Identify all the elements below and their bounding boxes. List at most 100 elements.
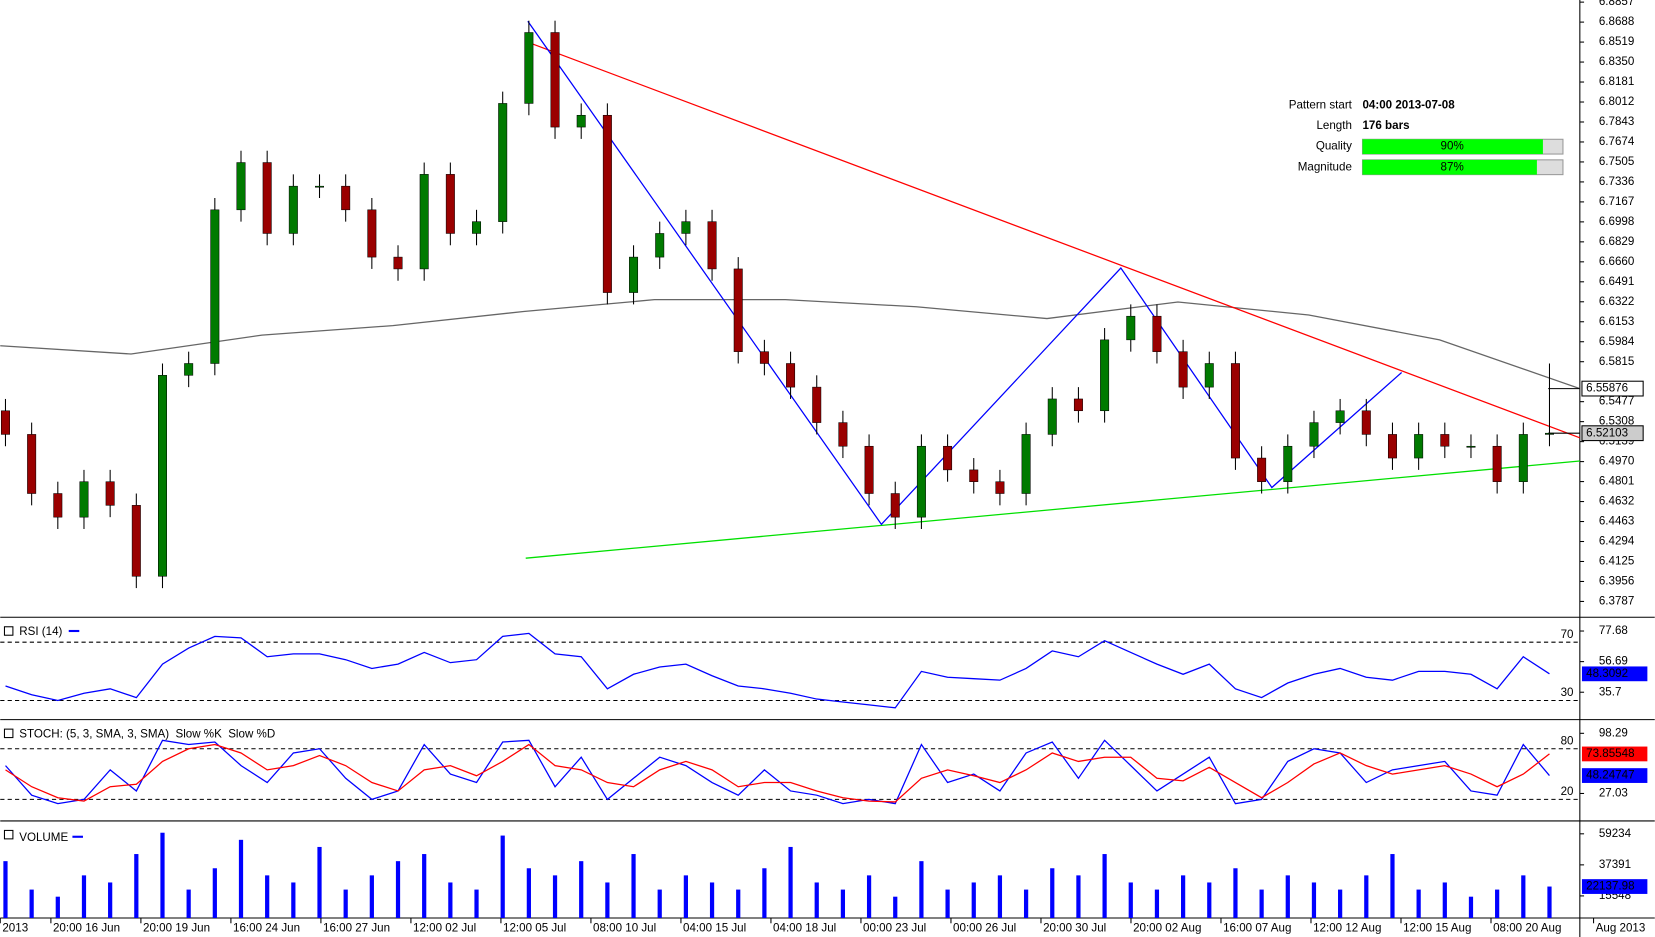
price-label: 6.55876 — [1586, 382, 1628, 395]
volume-bar — [265, 875, 270, 919]
y-tick-label: 6.6829 — [1599, 235, 1634, 248]
volume-bar — [1207, 882, 1212, 919]
volume-bar — [474, 889, 479, 919]
trend-line — [525, 460, 1580, 559]
volume-bar — [1102, 854, 1107, 919]
volume-bar — [212, 868, 217, 919]
candle-body — [629, 256, 639, 293]
value-label: 73.85548 — [1586, 747, 1634, 760]
candle-body — [733, 268, 743, 352]
candle-body — [1021, 434, 1031, 494]
candle-body — [576, 114, 586, 128]
panel-title: VOLUME — [19, 831, 68, 844]
volume-bar — [343, 889, 348, 919]
volume-bar — [81, 875, 87, 919]
volume-bar — [395, 861, 401, 919]
candle-body — [419, 174, 429, 270]
y-tick-label: 6.6660 — [1599, 255, 1634, 268]
y-tick-label: 6.7336 — [1599, 175, 1634, 188]
value-box — [1581, 746, 1648, 762]
value-box — [1581, 879, 1648, 894]
candle-body — [158, 375, 167, 577]
volume-bar — [631, 854, 636, 919]
x-tick-label: 08:00 20 Aug — [1493, 922, 1561, 935]
volume-bar — [840, 889, 846, 919]
y-tick-label: 59234 — [1599, 827, 1632, 840]
candle-body — [1230, 363, 1240, 459]
volume-bar — [108, 882, 113, 919]
candle-body — [1178, 351, 1188, 388]
legend-label: Slow %D — [228, 727, 275, 740]
y-tick-label: 27.03 — [1599, 787, 1628, 800]
candle-body — [1073, 398, 1083, 412]
candle-body — [445, 174, 455, 234]
candle-body — [1257, 457, 1267, 482]
x-tick-label: 00:00 26 Jul — [953, 922, 1016, 935]
x-tick-label: 16:00 24 Jun — [233, 922, 300, 935]
volume-bar — [1468, 896, 1474, 919]
info-label: Length — [1316, 119, 1351, 132]
candle-body — [786, 363, 796, 388]
volume-bar — [55, 896, 60, 919]
volume-bar — [1442, 882, 1447, 919]
y-tick-label: 6.8181 — [1599, 75, 1634, 88]
y-tick-label: 6.8688 — [1599, 15, 1634, 28]
volume-bar — [1311, 882, 1317, 919]
candle-body — [1440, 434, 1450, 447]
volume-bar — [1023, 889, 1029, 919]
info-label: Pattern start — [1289, 99, 1353, 112]
candle-body — [1492, 445, 1502, 482]
y-tick-label: 6.6322 — [1599, 295, 1634, 308]
y-tick-label: 6.4125 — [1599, 555, 1634, 568]
candle-body — [1283, 445, 1293, 482]
volume-bar — [866, 875, 872, 919]
volume-bar — [605, 882, 610, 919]
panel-icon — [3, 626, 14, 636]
indicator-line — [5, 739, 1550, 805]
volume-bar — [814, 882, 819, 919]
candle-body — [524, 32, 534, 104]
y-tick-label: 6.4970 — [1599, 455, 1634, 468]
candle-body — [1518, 434, 1528, 482]
candle-body — [236, 162, 246, 211]
volume-bar — [526, 868, 531, 919]
info-label: Magnitude — [1298, 160, 1352, 173]
volume-bar — [736, 889, 741, 919]
candle-body — [472, 221, 482, 234]
candle-body — [498, 103, 508, 222]
y-tick-label: 6.7167 — [1599, 195, 1634, 208]
moving-average — [0, 299, 1581, 390]
info-label: Quality — [1316, 140, 1352, 153]
candle-body — [681, 221, 691, 234]
value-box — [1581, 666, 1648, 682]
x-tick-label: Aug 2013 — [1596, 922, 1646, 935]
candle-body — [367, 209, 377, 258]
level-label: 70 — [1561, 628, 1574, 641]
candle-body — [131, 505, 141, 577]
candle-body — [1387, 434, 1397, 459]
volume-bar — [1154, 889, 1160, 919]
y-tick-label: 6.8012 — [1599, 95, 1634, 108]
volume-bar — [238, 839, 244, 919]
info-value: 90% — [1441, 140, 1464, 153]
candle-body — [995, 481, 1005, 494]
x-tick-label: 16:00 07 Aug — [1223, 922, 1291, 935]
value-label: 22137.98 — [1586, 880, 1634, 893]
y-tick-label: 37391 — [1599, 858, 1631, 871]
panel-icon — [3, 829, 14, 840]
info-bar — [1362, 159, 1537, 175]
y-tick-label: 6.6153 — [1599, 315, 1634, 328]
volume-bar — [1547, 886, 1552, 919]
volume-bar — [1259, 889, 1264, 919]
y-tick-label: 6.4463 — [1599, 515, 1634, 528]
trend-line — [527, 41, 1581, 439]
candle-body — [602, 114, 612, 293]
y-tick-label: 35.7 — [1599, 685, 1622, 698]
candle-body — [707, 221, 717, 270]
y-tick-label: 56.69 — [1599, 655, 1628, 668]
y-tick-label: 98.29 — [1599, 726, 1628, 739]
info-value: 87% — [1441, 160, 1464, 173]
value-label: 48.24747 — [1586, 769, 1634, 782]
